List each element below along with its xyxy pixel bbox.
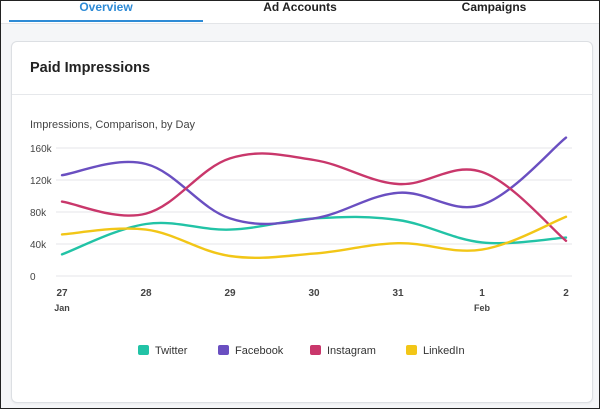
x-tick-label: 2 xyxy=(563,288,569,299)
y-tick-label: 120k xyxy=(30,176,53,187)
x-tick-label: 27 xyxy=(56,288,68,299)
legend-item-facebook[interactable]: Facebook xyxy=(218,345,284,357)
tab-bar: Overview Ad Accounts Campaigns xyxy=(1,1,599,24)
series-line-linkedin xyxy=(60,215,568,260)
y-tick-label: 80k xyxy=(30,208,47,219)
tab-campaigns[interactable]: Campaigns xyxy=(461,0,527,14)
x-tick-label: 28 xyxy=(140,288,152,299)
legend-swatch xyxy=(218,345,229,355)
legend-label: Instagram xyxy=(327,345,376,357)
x-tick-label: 31 xyxy=(392,288,404,299)
legend-item-linkedin[interactable]: LinkedIn xyxy=(406,345,465,357)
tab-overview[interactable]: Overview xyxy=(9,1,203,22)
legend-swatch xyxy=(138,345,149,355)
x-tick-label: 29 xyxy=(224,288,236,299)
legend-label: LinkedIn xyxy=(423,345,465,357)
x-tick-sublabel: Jan xyxy=(54,303,70,313)
legend-label: Twitter xyxy=(155,345,188,357)
x-tick-label: 1 xyxy=(479,288,485,299)
y-tick-label: 160k xyxy=(30,144,53,155)
paid-impressions-card: Paid Impressions Impressions, Comparison… xyxy=(11,41,593,403)
legend-item-instagram[interactable]: Instagram xyxy=(310,345,376,357)
legend-swatch xyxy=(310,345,321,355)
x-tick-sublabel: Feb xyxy=(474,303,491,313)
card-title: Paid Impressions xyxy=(30,60,151,76)
legend-swatch xyxy=(406,345,417,355)
x-tick-label: 30 xyxy=(308,288,320,299)
y-tick-label: 0 xyxy=(30,272,36,283)
legend-item-twitter[interactable]: Twitter xyxy=(138,345,188,357)
impressions-chart: Impressions, Comparison, by Day040k80k12… xyxy=(30,119,572,357)
tab-ad-accounts[interactable]: Ad Accounts xyxy=(263,0,337,14)
y-tick-label: 40k xyxy=(30,240,47,251)
series-line-instagram xyxy=(60,152,568,242)
legend-label: Facebook xyxy=(235,345,284,357)
series-line-facebook xyxy=(60,136,568,226)
card-header: Paid Impressions xyxy=(12,42,592,95)
chart-title: Impressions, Comparison, by Day xyxy=(30,119,196,131)
